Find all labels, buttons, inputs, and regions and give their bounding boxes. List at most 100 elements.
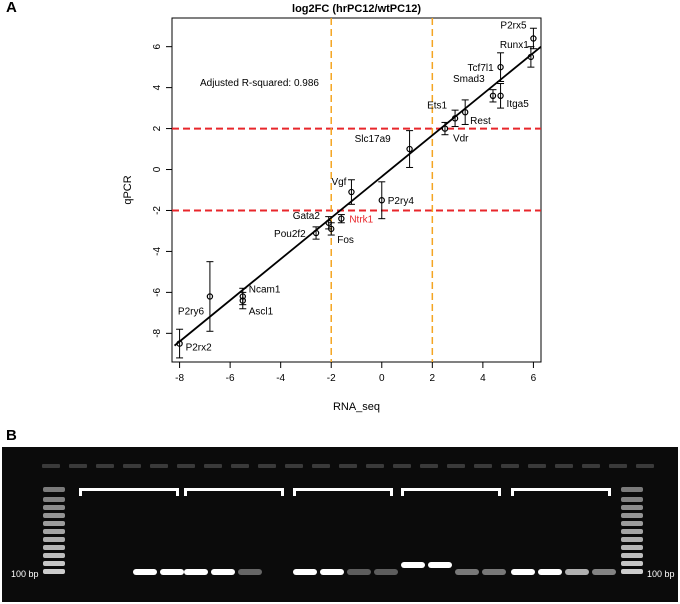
y-tick-label: 0 [152,166,163,172]
lane-bracket [293,488,393,496]
ladder-band [621,569,643,574]
ladder-band [621,529,643,534]
gel-well [339,464,357,468]
ladder-band [43,505,65,510]
ladder-band [43,545,65,550]
gel-band [401,562,425,568]
gel-well [528,464,546,468]
data-point [378,197,385,204]
data-point [489,92,497,100]
ladder-band [43,521,65,526]
gel-well [312,464,330,468]
y-tick-label: -6 [152,288,163,297]
gel-well [123,464,141,468]
ladder-band [43,537,65,542]
ladder-band [621,561,643,566]
gel-well [42,464,60,468]
point-label: P2ry6 [178,306,205,317]
data-point [441,125,449,132]
gel-band [211,569,235,575]
gel-well [69,464,87,468]
gel-well [96,464,114,468]
data-point [497,63,504,71]
ladder-band [43,569,65,574]
gel-band [347,569,371,575]
data-point [312,229,320,237]
lane-bracket [401,488,501,496]
gel-band [455,569,479,575]
x-axis-label: RNA_seq [333,401,380,413]
ladder-band [621,537,643,542]
point-label: Smad3 [453,74,485,85]
gel-well [582,464,600,468]
r-squared-annotation: Adjusted R-squared: 0.986 [200,78,319,89]
ladder-band [621,545,643,550]
point-label: P2rx5 [500,20,527,31]
gel-well [474,464,492,468]
y-tick-label: -8 [152,328,163,337]
panel-b-label: B [6,427,17,444]
ladder-band [621,553,643,558]
point-label: Slc17a9 [355,134,392,145]
point-label: P2rx2 [186,343,213,354]
x-tick-label: -2 [327,373,336,384]
point-label: Pou2f2 [274,229,306,240]
gel-well [501,464,519,468]
gel-band [184,569,208,575]
gel-band [374,569,398,575]
size-marker-right-label: 100 bp [647,569,675,579]
x-tick-label: 4 [480,373,486,384]
data-point [451,115,459,122]
x-tick-label: -8 [175,373,184,384]
point-label: Rest [470,116,491,127]
data-point [338,215,345,222]
lane-bracket [511,488,611,496]
gel-well [420,464,438,468]
plot-frame [171,17,542,363]
data-point [497,92,504,100]
gel-band [511,569,535,575]
data-point [348,188,355,196]
x-tick-label: 6 [531,373,537,384]
gel-band [538,569,562,575]
y-tick-label: -4 [152,247,163,256]
gel-image: 100 bp 100 bp [2,447,678,602]
data-point [176,340,183,347]
gel-well [555,464,573,468]
point-label: Ntrk1 [349,215,373,226]
gel-well [447,464,465,468]
point-label: P2ry4 [388,196,415,207]
point-label: Tcf7l1 [468,63,495,74]
point-label: Ncam1 [249,284,281,295]
point-label: Vdr [453,134,469,145]
gel-band [133,569,157,575]
ladder-band [621,513,643,518]
data-point [406,145,413,153]
y-tick-label: 2 [152,125,163,131]
ladder-band [43,513,65,518]
lane-bracket [184,488,284,496]
gel-well [258,464,276,468]
gel-band [482,569,506,575]
ladder-band [43,529,65,534]
gel-band [565,569,589,575]
scatter-chart: log2FC (hrPC12/wtPC12) -8 -6 -4 -2 0 2 4 6 -8 -6 -4… [122,3,542,413]
ladder-band [621,487,643,492]
lane-bracket [79,488,179,496]
point-label: Ascl1 [249,307,274,318]
point-label: Vgf [331,177,346,188]
ladder-band [43,497,65,502]
gel-well [609,464,627,468]
gel-well [285,464,303,468]
chart-title: log2FC (hrPC12/wtPC12) [292,3,421,15]
data-point [328,225,335,233]
x-tick-label: 2 [430,373,436,384]
gel-well [177,464,195,468]
ladder-band [43,487,65,492]
x-tick-label: -4 [276,373,285,384]
data-point [527,53,535,61]
gel-band [320,569,344,575]
point-label: Itga5 [507,99,530,110]
gel-well [366,464,384,468]
